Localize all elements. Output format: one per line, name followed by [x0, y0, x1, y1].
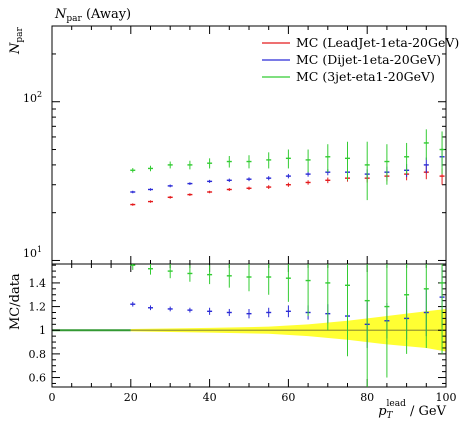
x-title-sup: lead — [387, 399, 407, 409]
upper-y-title-sub: par — [15, 26, 25, 42]
upper-y-title-main: N — [8, 42, 23, 55]
x-title-sub: T — [387, 411, 394, 421]
legend-label-2: MC (3jet-eta1-20GeV) — [296, 69, 435, 84]
upper-y-axis-title: Npar — [8, 26, 25, 55]
x-title-main: p — [378, 404, 387, 419]
upper-y-tick-label-100: 102 — [23, 90, 42, 105]
title-suffix: (Away) — [82, 7, 131, 22]
x-tick-label: 60 — [281, 391, 295, 404]
lower-plot-area: 0.6 0.8 1 1.2 1.4 0 20 40 60 80 100 — [29, 263, 457, 404]
x-tick-label: 20 — [124, 391, 138, 404]
upper-y-tick-exp-10: 1 — [37, 245, 42, 254]
upper-y-tick-exp-100: 2 — [37, 90, 42, 99]
lower-y-tick-label: 1 — [39, 324, 46, 337]
lower-y-tick-label: 0.6 — [29, 372, 47, 385]
lower-y-tick-label: 0.8 — [29, 348, 47, 361]
chart-title: Npar (Away) — [54, 7, 131, 24]
upper-y-tick-base-10: 10 — [23, 247, 37, 260]
x-tick-label: 40 — [203, 391, 217, 404]
lower-y-axis-title: MC/data — [8, 273, 23, 330]
title-main: N — [54, 7, 67, 22]
x-tick-label: 80 — [360, 391, 374, 404]
lower-y-tick-label: 1.4 — [29, 277, 47, 290]
upper-plot-area — [51, 25, 447, 265]
lower-y-tick-label: 1.2 — [29, 301, 47, 314]
upper-y-tick-base-100: 10 — [23, 92, 37, 105]
x-tick-label: 0 — [49, 391, 56, 404]
legend-label-1: MC (Dijet-1eta-20GeV) — [296, 52, 441, 67]
title-sub: par — [66, 14, 82, 24]
legend-label-0: MC (LeadJet-1eta-20GeV) — [296, 35, 459, 50]
upper-y-tick-label-10: 101 — [23, 245, 42, 260]
x-title-suffix: / GeV — [406, 404, 447, 419]
x-tick-label: 100 — [436, 391, 457, 404]
legend: MC (LeadJet-1eta-20GeV) MC (Dijet-1eta-2… — [262, 35, 459, 84]
x-axis-title: pTlead / GeV — [378, 399, 446, 421]
